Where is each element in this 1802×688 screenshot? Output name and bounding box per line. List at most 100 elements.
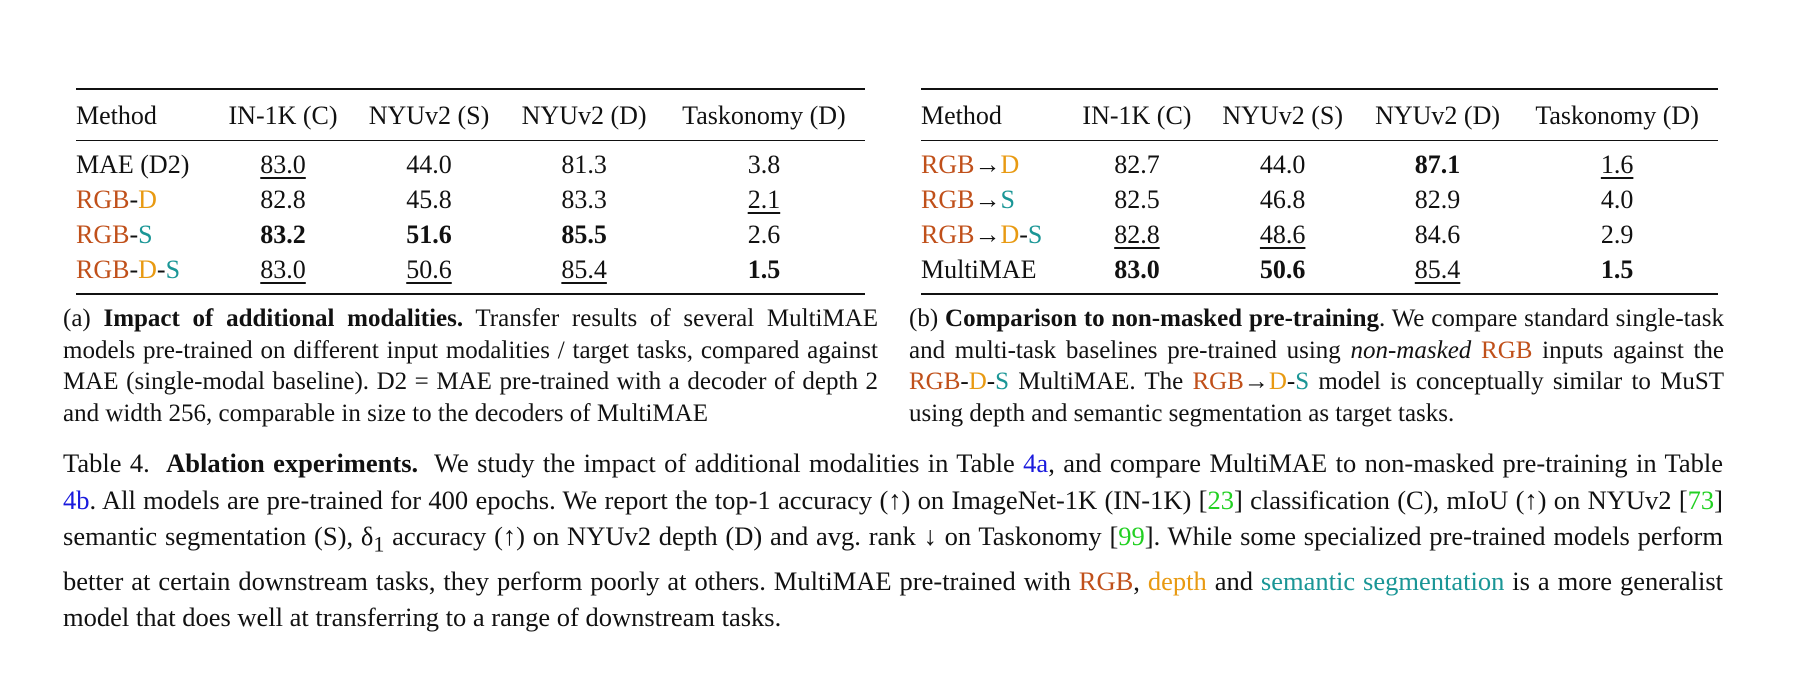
sep: - <box>1019 219 1028 249</box>
caption-text: ] classification (C), mIoU (↑) on NYUv2 … <box>1233 484 1688 515</box>
value-cell: 82.7 <box>1114 149 1160 179</box>
table-row: RGB→S 82.5 46.8 82.9 4.0 <box>921 182 1718 217</box>
modality-rgb: RGB <box>76 254 130 284</box>
caption-text: and <box>1214 565 1253 596</box>
subscript: 1 <box>373 531 385 557</box>
value-cell: 44.0 <box>1259 149 1306 179</box>
method-cell: RGB→D <box>921 141 1067 183</box>
subcaption-text: inputs against the <box>1542 336 1725 364</box>
value-cell: 44.0 <box>406 149 452 179</box>
modality-depth: depth <box>1147 565 1207 596</box>
modality-semseg: S <box>138 219 153 249</box>
arrow-icon: → <box>974 184 1001 214</box>
value-cell: 82.9 <box>1414 184 1461 214</box>
modality-depth: D <box>138 254 157 284</box>
caption-text: . All models are pre-trained for 400 epo… <box>89 484 1208 515</box>
value-cell: 82.8 <box>1067 217 1206 252</box>
value: 85.4 <box>1414 254 1461 284</box>
col-header-taskonomy: Taskonomy (D) <box>682 101 846 130</box>
modality-rgb: RGB <box>921 219 975 249</box>
punct: , <box>1133 565 1140 596</box>
table-b-header-row: Method IN-1K (C) NYUv2 (S) NYUv2 (D) Tas… <box>921 89 1718 141</box>
col-header-nyu-d: NYUv2 (D) <box>521 101 647 130</box>
modality-rgb: RGB <box>1481 336 1533 364</box>
col-header-in1k: IN-1K (C) <box>228 101 338 130</box>
modality-depth: D <box>1000 219 1020 249</box>
value-cell: 2.6 <box>747 219 781 249</box>
modality-rgb: RGB <box>909 368 961 395</box>
sep: - <box>1286 368 1296 395</box>
col-header-method: Method <box>921 101 1002 130</box>
sep: - <box>129 219 139 249</box>
subcaption-text: Transfer results of several MultiMAE mod… <box>63 305 879 427</box>
punct: . <box>1379 305 1386 332</box>
modality-rgb: RGB <box>1192 368 1244 395</box>
table-row: RGB→D 82.7 44.0 87.1 1.6 <box>921 141 1718 183</box>
modality-depth: D <box>968 368 987 395</box>
arrow-icon: → <box>1243 368 1269 395</box>
citation-73[interactable]: 73 <box>1687 484 1715 515</box>
modality-depth: D <box>138 184 157 214</box>
modality-semseg: S <box>1027 219 1043 249</box>
value-cell: 82.5 <box>1114 184 1160 214</box>
col-header-nyu-s: NYUv2 (S) <box>368 101 490 130</box>
citation-99[interactable]: 99 <box>1118 521 1145 551</box>
value-cell: 83.0 <box>213 141 352 183</box>
value: 83.0 <box>260 254 306 284</box>
value-cell: 85.4 <box>1359 252 1516 294</box>
value-cell: 1.6 <box>1516 141 1718 183</box>
value-cell: 83.0 <box>213 252 352 294</box>
subcaption-text: model is conceptually similar to MuST us… <box>909 368 1725 427</box>
modality-depth: D <box>1000 149 1020 179</box>
subcaption-text: MultiMAE. The <box>1018 368 1184 395</box>
modality-semseg: S <box>1000 184 1015 214</box>
value-cell: 81.3 <box>561 149 607 179</box>
method-cell: RGB→D-S <box>921 217 1067 252</box>
caption-text: accuracy (↑) on NYUv2 depth (D) and avg.… <box>384 521 1119 551</box>
sep: - <box>129 254 139 284</box>
table-row: RGB-S 83.2 51.6 85.5 2.6 <box>76 217 865 252</box>
caption-text: , and compare MultiMAE to non-masked pre… <box>1048 448 1723 478</box>
col-header-nyu-s: NYUv2 (S) <box>1222 101 1343 130</box>
table-b: Method IN-1K (C) NYUv2 (S) NYUv2 (D) Tas… <box>921 88 1718 295</box>
value: 85.4 <box>561 254 607 284</box>
subcaption-label: (b) <box>909 305 939 332</box>
value-cell: 50.6 <box>1259 254 1306 284</box>
value-cell: 51.6 <box>406 219 452 249</box>
table-row: MAE (D2) 83.0 44.0 81.3 3.8 <box>76 141 865 183</box>
method-cell: RGB-D <box>76 182 213 217</box>
sep: - <box>129 184 139 214</box>
value: 50.6 <box>406 254 452 284</box>
modality-rgb: RGB <box>76 184 130 214</box>
method-cell: RGB-D-S <box>76 252 213 294</box>
subcaption-a: (a) Impact of additional modalities. Tra… <box>63 303 878 429</box>
col-header-in1k: IN-1K (C) <box>1082 101 1192 130</box>
table-ref-4a[interactable]: 4a <box>1023 448 1049 478</box>
sep: - <box>960 368 969 395</box>
method-cell: MAE (D2) <box>76 149 190 179</box>
method-cell: MultiMAE <box>921 254 1037 284</box>
value-cell: 45.8 <box>406 184 452 214</box>
table-row: RGB→D-S 82.8 48.6 84.6 2.9 <box>921 217 1718 252</box>
modality-rgb: RGB <box>1078 565 1134 596</box>
col-header-nyu-d: NYUv2 (D) <box>1375 101 1500 130</box>
value: 82.8 <box>1114 219 1160 249</box>
value-cell: 84.6 <box>1414 219 1461 249</box>
caption-title: Ablation experiments. <box>166 448 419 478</box>
value: 2.1 <box>747 184 781 214</box>
emphasis: non-masked <box>1350 336 1472 364</box>
value-cell: 83.2 <box>260 219 306 249</box>
main-caption: Table 4. Ablation experiments. We study … <box>63 445 1723 636</box>
value-cell: 83.0 <box>1114 254 1160 284</box>
sep: - <box>986 368 996 395</box>
caption-text: ]. While some specialized pre-trained mo… <box>63 521 1723 596</box>
method-cell: RGB→S <box>921 182 1067 217</box>
value-cell: 50.6 <box>353 252 506 294</box>
modality-semseg: S <box>1295 368 1310 395</box>
value-cell: 4.0 <box>1600 184 1634 214</box>
table-a-grid: Method IN-1K (C) NYUv2 (S) NYUv2 (D) Tas… <box>76 88 865 295</box>
value: 48.6 <box>1259 219 1306 249</box>
citation-23[interactable]: 23 <box>1207 484 1234 515</box>
table-ref-4b[interactable]: 4b <box>63 484 90 515</box>
subcaption-text: We compare standard single-task and mult… <box>909 305 1724 364</box>
